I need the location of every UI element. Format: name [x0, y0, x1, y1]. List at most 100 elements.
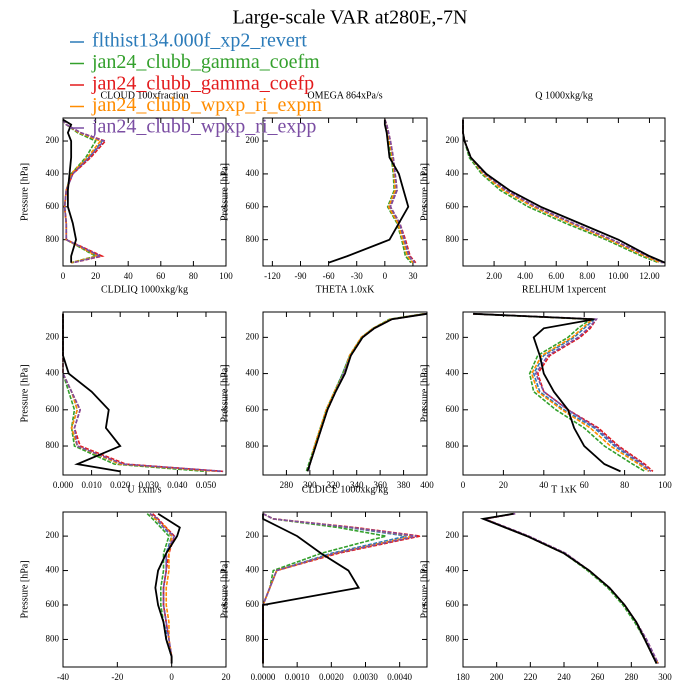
x-tick-label: -40 [57, 672, 69, 682]
figure-title: Large-scale VAR at280E,-7N [233, 7, 468, 29]
y-tick-label: 400 [446, 168, 460, 178]
profile-line [262, 513, 361, 664]
x-tick-label: 400 [420, 480, 434, 490]
x-tick-label: 0 [61, 271, 66, 281]
x-tick-label: 12.00 [639, 271, 660, 281]
x-tick-label: -30 [351, 271, 363, 281]
profile-line [262, 513, 387, 664]
y-tick-label: 200 [446, 135, 460, 145]
x-tick-label: 360 [373, 480, 387, 490]
y-tick-label: 800 [246, 234, 260, 244]
x-tick-label: 0 [461, 480, 466, 490]
plot-frame [262, 117, 428, 267]
y-tick-label: 200 [446, 530, 460, 540]
profile-line [473, 312, 621, 473]
profile-line [473, 313, 650, 473]
x-tick-label: 260 [591, 672, 605, 682]
x-tick-label: 320 [327, 480, 341, 490]
profile-line [149, 513, 173, 664]
panel-title: T 1xK [551, 484, 577, 495]
x-tick-label: 0.0040 [387, 672, 412, 682]
x-tick-label: 0.0020 [319, 672, 344, 682]
x-tick-label: 80 [189, 271, 199, 281]
profile-line [462, 119, 661, 264]
y-tick-label: 800 [246, 440, 260, 450]
x-tick-label: 2.00 [486, 271, 502, 281]
y-axis-label: Pressure [hPa] [219, 560, 230, 618]
y-tick-label: 600 [46, 404, 60, 414]
x-tick-label: 80 [620, 480, 630, 490]
profile-line [473, 313, 646, 473]
panel-title: CLDLIQ 1000xkg/kg [101, 284, 188, 295]
x-tick-label: 0.050 [196, 480, 217, 490]
profile-line [146, 513, 173, 664]
y-tick-label: 400 [46, 368, 60, 378]
x-tick-label: 4.00 [517, 271, 533, 281]
panel: THETA 1.0xK Pressure [hPa] 200 400 600 800 280… [219, 284, 434, 490]
y-axis-label: Pressure [hPa] [219, 163, 230, 221]
y-tick-label: 600 [46, 599, 60, 609]
x-tick-label: 0.040 [167, 480, 188, 490]
panel: CLDICE 1000xkg/kg Pressure [hPa] 200 400 600… [219, 484, 428, 682]
y-tick-label: 600 [246, 599, 260, 609]
panel-title: U 1xm/s [127, 484, 161, 495]
profile-line [462, 119, 666, 264]
x-tick-label: 0.010 [81, 480, 102, 490]
panel: OMEGA 864xPa/s Pressure [hPa] 200 400 600 800… [219, 90, 428, 281]
profile-line [328, 119, 410, 264]
y-tick-label: 600 [446, 201, 460, 211]
panel: T 1xK Pressure [hPa] 200 400 600 800 180 200 220… [419, 484, 672, 682]
profile-line [306, 313, 425, 472]
plot-frame [62, 511, 227, 668]
profile-line [62, 118, 77, 263]
x-tick-label: -20 [111, 672, 123, 682]
x-tick-label: 8.00 [579, 271, 595, 281]
plot-frame [62, 311, 227, 476]
x-tick-label: 380 [397, 480, 411, 490]
profile-line [482, 512, 658, 664]
profile-line [473, 313, 652, 472]
profile-line [482, 512, 659, 665]
profile-line [62, 313, 224, 473]
x-tick-label: 0.020 [110, 480, 131, 490]
x-tick-label: 20 [499, 480, 509, 490]
profile-line [62, 313, 224, 473]
y-tick-label: 600 [246, 201, 260, 211]
x-tick-label: 30 [408, 271, 418, 281]
y-tick-label: 400 [246, 168, 260, 178]
profile-line [481, 512, 659, 664]
profile-line [262, 513, 421, 664]
plot-frame [62, 117, 227, 267]
panel: Q 1000xkg/kg Pressure [hPa] 200 400 600 800 2.… [419, 90, 666, 281]
x-tick-label: 0.0030 [353, 672, 378, 682]
x-tick-label: 220 [524, 672, 538, 682]
profile-line [462, 119, 664, 264]
y-tick-label: 400 [46, 565, 60, 575]
y-tick-label: 200 [246, 530, 260, 540]
y-tick-label: 200 [246, 135, 260, 145]
x-tick-label: 0 [169, 672, 174, 682]
profile-line [462, 119, 664, 264]
x-tick-label: -60 [323, 271, 335, 281]
x-tick-label: 180 [456, 672, 470, 682]
profile-line [262, 513, 417, 664]
panel-title: RELHUM 1xpercent [522, 284, 606, 295]
y-tick-label: 600 [446, 404, 460, 414]
profile-line [262, 513, 414, 664]
profile-line [154, 512, 181, 664]
y-tick-label: 800 [46, 440, 60, 450]
x-tick-label: 300 [658, 672, 672, 682]
profile-line [473, 313, 654, 472]
plot-frame [462, 511, 666, 668]
x-tick-label: 20 [222, 672, 232, 682]
x-tick-label: 0.0000 [251, 672, 276, 682]
x-tick-label: 60 [156, 271, 166, 281]
y-tick-label: 800 [46, 634, 60, 644]
legend-label: jan24_clubb_gamma_coefp [91, 73, 314, 95]
y-axis-label: Pressure [hPa] [419, 364, 430, 422]
panel: CLDLIQ 1000xkg/kg Pressure [hPa] 200 400 600… [19, 284, 227, 490]
legend-label: jan24_clubb_gamma_coefm [91, 51, 320, 73]
x-tick-label: 60 [580, 480, 590, 490]
